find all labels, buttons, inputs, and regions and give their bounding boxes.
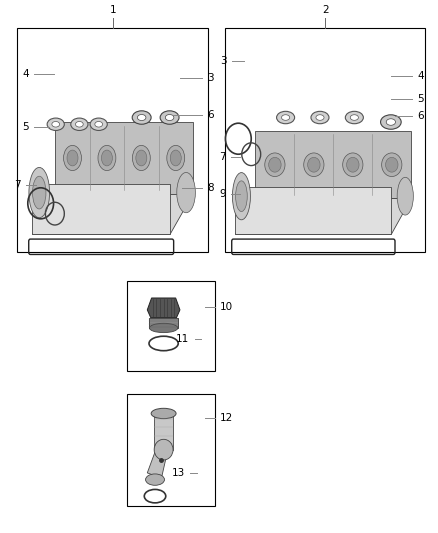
Text: 7: 7 [219,152,226,162]
Ellipse shape [151,408,176,418]
Ellipse shape [316,115,324,120]
Ellipse shape [346,157,359,172]
Polygon shape [255,131,411,198]
Text: 7: 7 [14,180,21,190]
Bar [127,394,215,506]
Polygon shape [32,194,193,235]
Ellipse shape [52,122,60,127]
Ellipse shape [311,111,329,124]
Ellipse shape [345,111,364,124]
Ellipse shape [67,150,78,166]
Ellipse shape [385,157,398,172]
Text: 5: 5 [417,94,424,104]
Ellipse shape [386,119,396,125]
Ellipse shape [132,146,150,171]
Ellipse shape [265,153,285,176]
Ellipse shape [397,177,413,215]
Polygon shape [154,414,173,450]
Text: 5: 5 [22,122,29,132]
Ellipse shape [165,115,174,120]
Ellipse shape [98,146,116,171]
Polygon shape [149,318,178,328]
Ellipse shape [350,115,358,120]
Polygon shape [236,198,411,235]
Ellipse shape [71,118,88,131]
Ellipse shape [132,111,151,124]
Ellipse shape [64,146,81,171]
Ellipse shape [29,167,49,218]
Ellipse shape [149,324,178,333]
Ellipse shape [136,150,147,166]
Text: 11: 11 [176,334,189,344]
Ellipse shape [381,153,402,176]
Ellipse shape [276,111,295,124]
Text: 10: 10 [220,302,233,312]
Text: 13: 13 [172,468,185,478]
Ellipse shape [304,153,324,176]
Ellipse shape [236,181,247,212]
Ellipse shape [95,122,102,127]
Ellipse shape [138,115,146,120]
Ellipse shape [154,439,173,460]
Bar [17,28,208,253]
Text: 4: 4 [417,71,424,81]
Polygon shape [147,450,168,478]
Ellipse shape [233,173,251,220]
Polygon shape [236,187,391,235]
Text: 2: 2 [322,5,328,15]
Ellipse shape [170,150,181,166]
Ellipse shape [268,157,281,172]
Ellipse shape [145,474,165,486]
Ellipse shape [343,153,363,176]
Text: 12: 12 [220,413,233,423]
Text: 8: 8 [207,183,214,193]
Polygon shape [32,184,170,235]
Bar [127,281,215,371]
Polygon shape [55,122,193,194]
Bar [226,28,425,253]
Ellipse shape [282,115,290,120]
Ellipse shape [160,111,179,124]
Ellipse shape [32,176,46,209]
Ellipse shape [102,150,113,166]
Text: 3: 3 [220,56,227,66]
Text: 6: 6 [417,111,424,122]
Text: 9: 9 [219,189,226,199]
Ellipse shape [90,118,107,131]
Ellipse shape [167,146,185,171]
Ellipse shape [307,157,320,172]
Ellipse shape [381,115,401,130]
Ellipse shape [75,122,83,127]
Text: 4: 4 [22,69,29,79]
Ellipse shape [177,173,195,213]
Ellipse shape [47,118,64,131]
Text: 3: 3 [207,73,214,83]
Text: 6: 6 [207,110,214,120]
Polygon shape [147,298,180,318]
Text: 1: 1 [110,5,116,15]
